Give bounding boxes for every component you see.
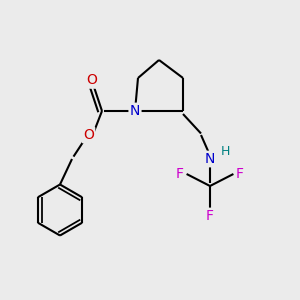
Text: O: O <box>86 74 97 87</box>
Text: H: H <box>220 145 230 158</box>
Text: F: F <box>176 167 184 181</box>
Text: O: O <box>83 128 94 142</box>
Text: N: N <box>205 152 215 166</box>
Text: F: F <box>236 167 244 181</box>
Text: N: N <box>130 104 140 118</box>
Text: F: F <box>206 209 214 223</box>
